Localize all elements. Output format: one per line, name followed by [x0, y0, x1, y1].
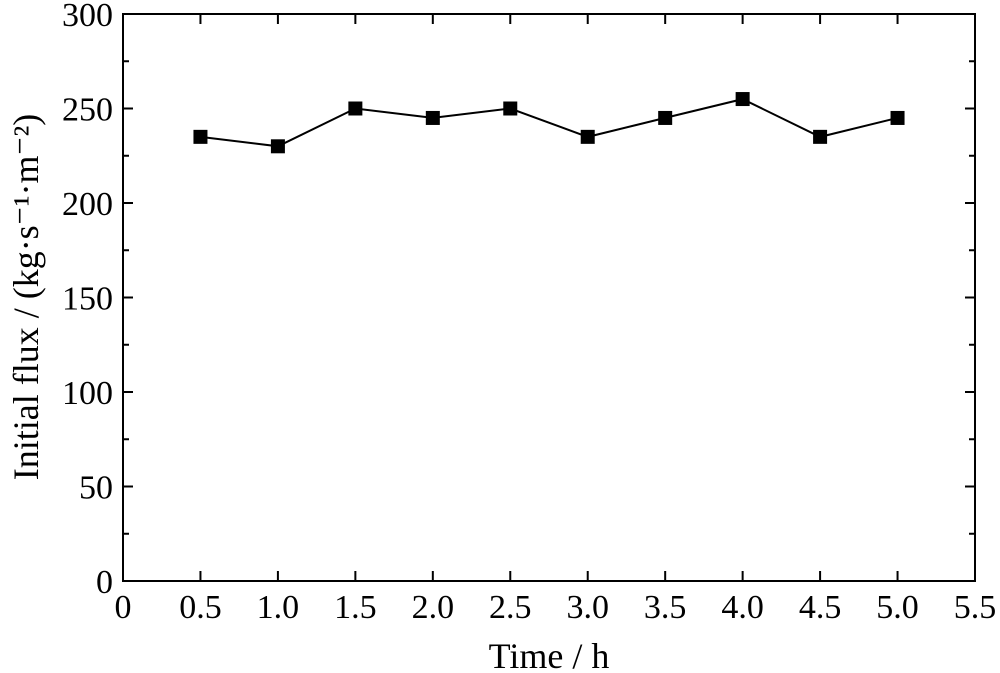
- y-tick-label: 100: [62, 375, 113, 412]
- plot-frame: [122, 13, 976, 582]
- y-tick-label: 250: [62, 92, 113, 129]
- ticks: [122, 13, 976, 582]
- y-axis-title: Initial flux / (kg·s⁻¹·m⁻²): [6, 114, 46, 481]
- x-tick-label: 0.5: [179, 589, 222, 626]
- x-axis-title: Time / h: [489, 636, 610, 673]
- data-point: [348, 101, 363, 116]
- x-tick-label: 2.5: [489, 589, 532, 626]
- data-point: [580, 129, 595, 144]
- data-point: [193, 129, 208, 144]
- data-point: [890, 110, 905, 125]
- y-tick-label: 50: [79, 470, 113, 507]
- x-tick-label: 1.0: [257, 589, 300, 626]
- y-tick-label: 300: [62, 0, 113, 34]
- x-tick-label: 4.0: [721, 589, 764, 626]
- x-tick-label: 4.5: [799, 589, 842, 626]
- data-point: [270, 139, 285, 154]
- y-tick-label: 200: [62, 186, 113, 223]
- x-tick-label: 5.5: [954, 589, 997, 626]
- x-tick-label: 3.0: [566, 589, 609, 626]
- data-point: [503, 101, 518, 116]
- tick-labels: 0 0.5 1.0 1.5 2.0 2.5 3.0 3.5 4.0 4.5 5.0 5.5 0 50 100…: [62, 0, 996, 626]
- data-point: [425, 110, 440, 125]
- x-tick-label: 3.5: [644, 589, 687, 626]
- series-line: [200, 98, 898, 148]
- y-tick-label: 150: [62, 281, 113, 318]
- data-point: [735, 92, 750, 107]
- x-tick-label: 2.0: [412, 589, 455, 626]
- x-tick-label: 5.0: [876, 589, 919, 626]
- data-point: [813, 129, 828, 144]
- x-tick-label: 0: [115, 589, 132, 626]
- x-tick-label: 1.5: [334, 589, 377, 626]
- data-markers: [193, 92, 905, 154]
- data-point: [658, 110, 673, 125]
- y-tick-label: 0: [96, 564, 113, 601]
